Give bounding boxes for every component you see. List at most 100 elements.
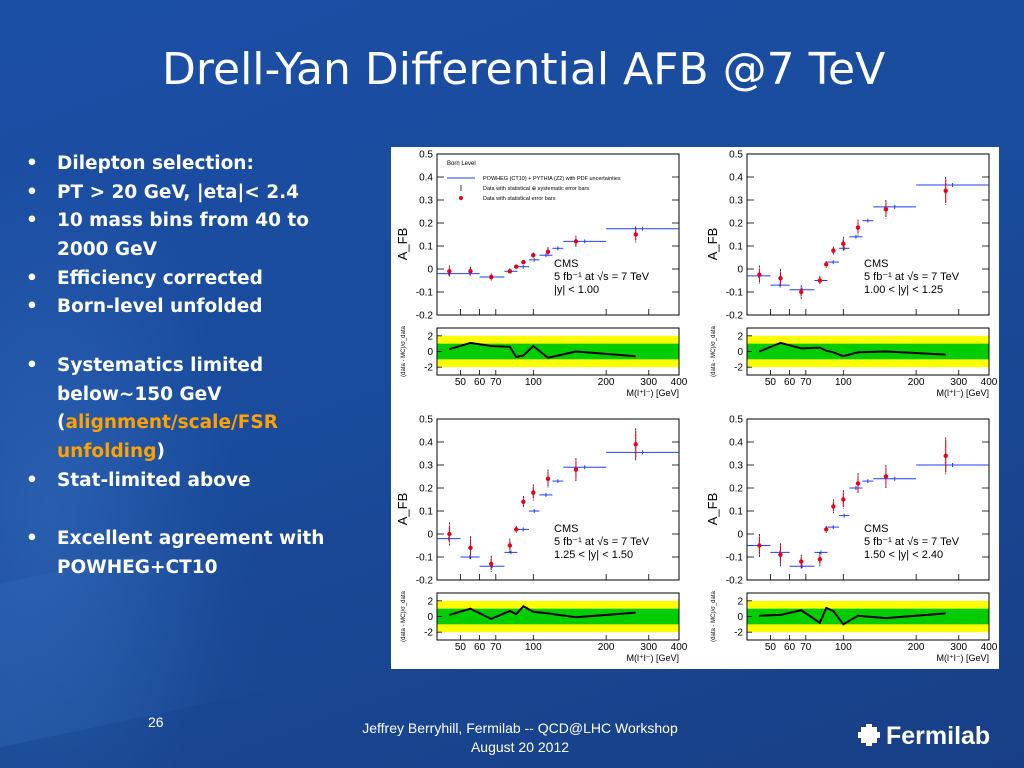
bullet-item: Efficiency corrected: [20, 265, 340, 294]
x-tick-label: 60: [474, 377, 486, 388]
y-axis-label: A_FB: [705, 493, 720, 526]
ratio-y-tick-label: -2: [734, 363, 743, 374]
data-point: [633, 232, 638, 237]
data-point: [943, 453, 948, 458]
y-tick-label: 0.1: [729, 507, 743, 518]
x-tick-label: 100: [835, 377, 852, 388]
y-tick-label: 0: [427, 530, 433, 541]
x-tick-label: 200: [908, 377, 925, 388]
y-tick-label: -0.2: [726, 576, 744, 587]
y-tick-label: -0.1: [416, 553, 434, 564]
cms-annotation: 5 fb⁻¹ at √s = 7 TeV: [554, 536, 650, 548]
bullet-item: Systematics limited below~150 GeV (align…: [20, 352, 340, 467]
y-tick-label: 0: [737, 530, 743, 541]
ratio-y-axis-label: (data - MC)/σ_data: [711, 325, 717, 376]
y-tick-label: 0.3: [729, 461, 743, 472]
data-point: [545, 476, 551, 481]
x-tick-label: 200: [598, 377, 615, 388]
data-point: [817, 278, 823, 283]
ratio-y-axis-label: (data - MC)/σ_data: [401, 590, 407, 641]
x-tick-label: 60: [784, 377, 796, 388]
data-point: [514, 527, 519, 532]
x-tick-label: 50: [455, 642, 467, 653]
legend-entry: Data with statistical error bars: [483, 196, 556, 202]
data-point: [824, 262, 829, 267]
ratio-line: [449, 341, 636, 359]
cms-annotation: 1.00 < |y| < 1.25: [864, 284, 943, 296]
data-point: [507, 269, 513, 274]
y-tick-label: 0.2: [729, 484, 743, 495]
ratio-y-tick-label: -2: [424, 363, 433, 374]
ratio-y-tick-label: 2: [737, 331, 743, 342]
x-axis-label: M(l⁺l⁻) [GeV]: [626, 388, 679, 398]
y-tick-label: 0.3: [729, 196, 743, 207]
x-axis-label: M(l⁺l⁻) [GeV]: [626, 653, 679, 663]
y-tick-label: 0.2: [419, 219, 433, 230]
data-point: [545, 249, 551, 254]
y-tick-label: -0.2: [416, 576, 434, 587]
afb-figure: -0.2 -0.1 0 0.1 0.2 0.3 0.4 0.5 A_FB CMS 5 fb⁻¹ at…: [391, 147, 999, 669]
ratio-y-axis-label: (data - MC)/σ_data: [401, 325, 407, 376]
main-plot-frame: [436, 418, 680, 581]
cms-annotation: CMS: [864, 258, 888, 270]
cms-annotation: 5 fb⁻¹ at √s = 7 TeV: [864, 536, 960, 548]
y-tick-label: 0.3: [419, 461, 433, 472]
x-tick-label: 70: [800, 377, 812, 388]
bullet-list: Dilepton selection: PT > 20 GeV, |eta|< …: [20, 150, 340, 583]
footer-date: August 20 2012: [470, 739, 570, 755]
data-point: [883, 207, 889, 212]
data-point: [817, 557, 823, 562]
data-point: [507, 543, 513, 548]
ratio-band-1sigma: [437, 608, 679, 625]
y-tick-label: 0.5: [729, 415, 743, 426]
ratio-y-tick-label: 2: [427, 596, 433, 607]
bullet-item: Stat-limited above: [20, 467, 340, 496]
data-point: [778, 276, 783, 281]
x-tick-label: 300: [950, 642, 967, 653]
bullet-text: Systematics limited below~150 GeV: [57, 355, 264, 405]
data-point: [883, 474, 889, 479]
y-axis-label: A_FB: [705, 228, 720, 261]
page-number: 26: [148, 714, 164, 730]
y-tick-label: 0.5: [729, 150, 743, 161]
x-axis-label: M(l⁺l⁻) [GeV]: [936, 388, 989, 398]
x-tick-label: 400: [981, 377, 998, 388]
data-point: [855, 225, 861, 230]
ratio-y-tick-label: -2: [424, 628, 433, 639]
x-tick-label: 100: [835, 642, 852, 653]
ratio-band-1sigma: [437, 343, 679, 360]
cms-annotation: 1.25 < |y| < 1.50: [554, 549, 633, 561]
y-tick-label: -0.1: [416, 288, 434, 299]
x-tick-label: 70: [490, 642, 502, 653]
slide-title: Drell-Yan Differential AFB @7 TeV: [162, 44, 886, 95]
data-point: [531, 490, 536, 495]
footer: Jeffrey Berryhill, Fermilab -- QCD@LHC W…: [300, 719, 740, 757]
data-point: [799, 559, 804, 564]
cms-annotation: |y| < 1.00: [554, 284, 599, 296]
y-tick-label: 0.1: [419, 507, 433, 518]
ratio-line: [759, 606, 946, 626]
x-tick-label: 400: [671, 377, 688, 388]
y-tick-label: 0.5: [419, 150, 433, 161]
y-tick-label: 0.1: [419, 242, 433, 253]
x-tick-label: 200: [908, 642, 925, 653]
x-tick-label: 300: [950, 377, 967, 388]
bullet-item: Born-level unfolded: [20, 293, 340, 322]
ratio-y-tick-label: 2: [427, 331, 433, 342]
y-tick-label: -0.1: [726, 553, 744, 564]
bullet-item: 10 mass bins from 40 to 2000 GeV: [20, 207, 340, 264]
cms-annotation: 1.50 < |y| < 2.40: [864, 549, 943, 561]
legend-entry: POWHEG (CT10) + PYTHIA (Z2) with PDF unc…: [483, 176, 621, 182]
x-tick-label: 300: [640, 377, 657, 388]
legend-entry: Data with statistical ⊕ systematic error…: [483, 186, 589, 192]
fermilab-logo: Fermilab: [858, 722, 990, 751]
x-tick-label: 400: [981, 642, 998, 653]
bullet-item: Excellent agreement with POWHEG+CT10: [20, 525, 340, 582]
x-axis-label: M(l⁺l⁻) [GeV]: [936, 653, 989, 663]
x-tick-label: 100: [525, 642, 542, 653]
legend-title: Born Level: [447, 161, 476, 167]
